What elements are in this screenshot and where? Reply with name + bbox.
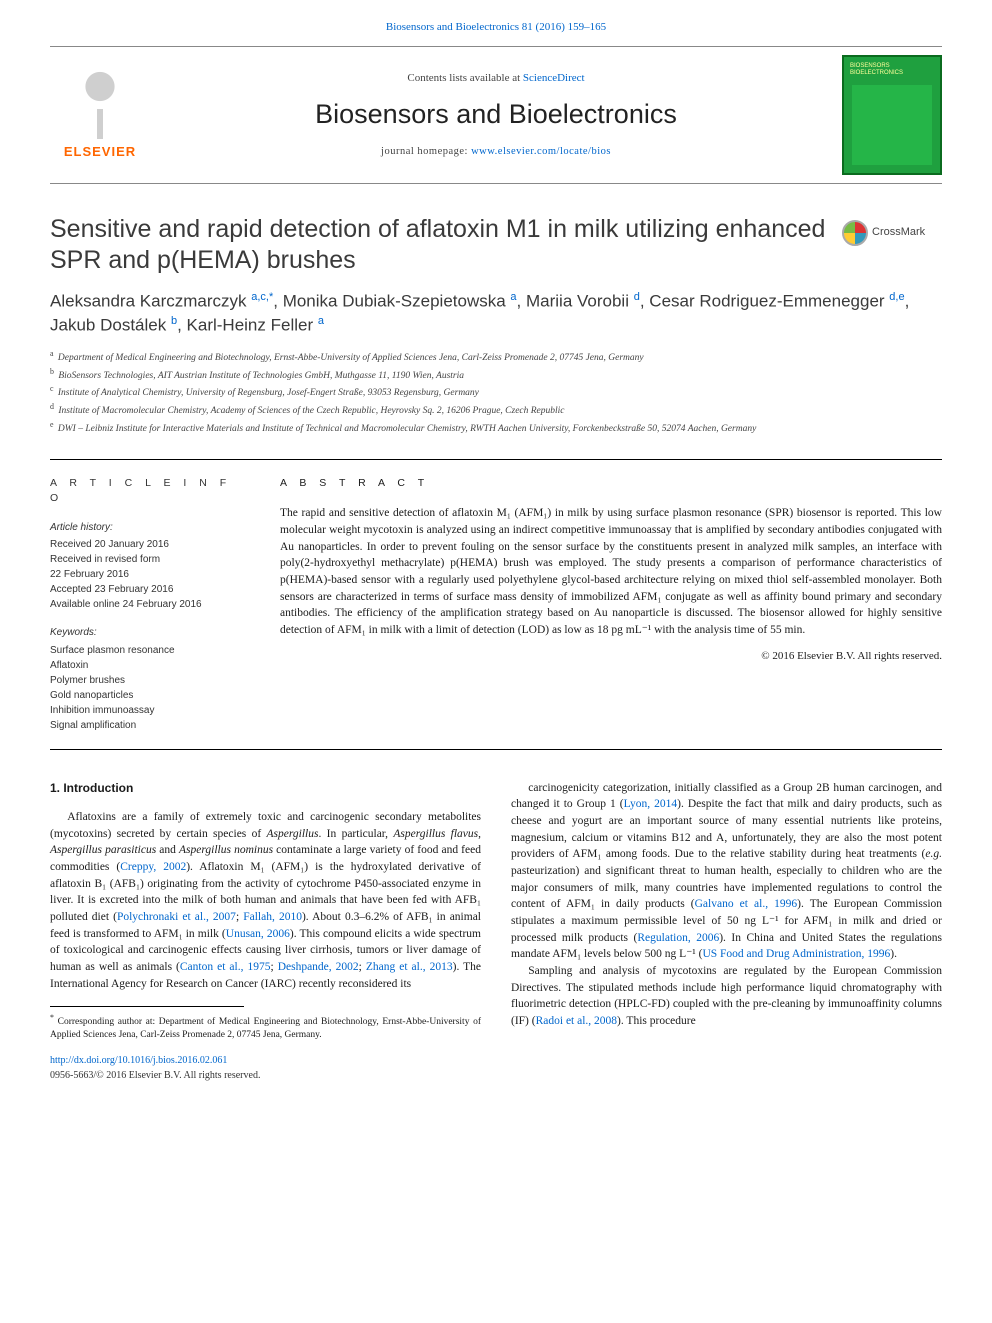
history-line: 22 February 2016 [50, 567, 244, 582]
section-heading-intro: 1. Introduction [50, 780, 481, 797]
title-block: Sensitive and rapid detection of aflatox… [50, 214, 942, 277]
footnote-rule [50, 1006, 244, 1007]
article-info-heading: A R T I C L E I N F O [50, 476, 244, 506]
history-lines: Received 20 January 2016Received in revi… [50, 537, 244, 612]
crossmark-icon [842, 220, 868, 246]
keyword: Inhibition immunoassay [50, 703, 244, 718]
author-list: Aleksandra Karczmarczyk a,c,*, Monika Du… [50, 290, 942, 337]
sciencedirect-link[interactable]: ScienceDirect [523, 72, 585, 84]
sciencedirect-line: Contents lists available at ScienceDirec… [150, 71, 842, 87]
abstract-text: The rapid and sensitive detection of afl… [280, 505, 942, 638]
keyword: Signal amplification [50, 718, 244, 733]
issn-copyright-line: 0956-5663/© 2016 Elsevier B.V. All right… [50, 1069, 481, 1084]
doi-line: http://dx.doi.org/10.1016/j.bios.2016.02… [50, 1054, 481, 1069]
body-paragraph: Sampling and analysis of mycotoxins are … [511, 963, 942, 1030]
affiliation-line: d Institute of Macromolecular Chemistry,… [50, 401, 942, 419]
keywords-label: Keywords: [50, 626, 244, 641]
journal-cover-thumbnail: BIOSENSORS BIOELECTRONICS [842, 55, 942, 175]
history-line: Available online 24 February 2016 [50, 597, 244, 612]
article-info-column: A R T I C L E I N F O Article history: R… [50, 460, 260, 748]
history-label: Article history: [50, 521, 244, 536]
top-citation-link: Biosensors and Bioelectronics 81 (2016) … [50, 20, 942, 36]
keywords-list: Surface plasmon resonanceAflatoxinPolyme… [50, 643, 244, 733]
article-meta-row: A R T I C L E I N F O Article history: R… [50, 459, 942, 749]
corresponding-author-footnote: * Corresponding author at: Department of… [50, 1013, 481, 1042]
affiliation-line: b BioSensors Technologies, AIT Austrian … [50, 366, 942, 384]
crossmark-label: CrossMark [872, 225, 925, 241]
homepage-link[interactable]: www.elsevier.com/locate/bios [471, 146, 611, 157]
affiliation-line: e DWI – Leibniz Institute for Interactiv… [50, 419, 942, 437]
cover-title: BIOSENSORS BIOELECTRONICS [850, 63, 934, 76]
history-line: Received 20 January 2016 [50, 537, 244, 552]
affiliation-line: c Institute of Analytical Chemistry, Uni… [50, 383, 942, 401]
affiliation-line: a Department of Medical Engineering and … [50, 348, 942, 366]
doi-link[interactable]: http://dx.doi.org/10.1016/j.bios.2016.02… [50, 1055, 227, 1066]
history-line: Received in revised form [50, 552, 244, 567]
masthead-center: Contents lists available at ScienceDirec… [150, 71, 842, 159]
citation-link[interactable]: Biosensors and Bioelectronics 81 (2016) … [386, 21, 606, 33]
abstract-heading: A B S T R A C T [280, 476, 942, 491]
publisher-logo: ELSEVIER [50, 69, 150, 162]
abstract-column: A B S T R A C T The rapid and sensitive … [260, 460, 942, 748]
homepage-prefix: journal homepage: [381, 146, 471, 157]
article-title: Sensitive and rapid detection of aflatox… [50, 214, 842, 277]
keyword: Aflatoxin [50, 658, 244, 673]
keyword: Polymer brushes [50, 673, 244, 688]
footnote-text: Corresponding author at: Department of M… [50, 1018, 481, 1041]
masthead: ELSEVIER Contents lists available at Sci… [50, 46, 942, 184]
publisher-name: ELSEVIER [50, 143, 150, 162]
keyword: Surface plasmon resonance [50, 643, 244, 658]
history-line: Accepted 23 February 2016 [50, 582, 244, 597]
footnote-marker: * [50, 1013, 54, 1022]
contents-prefix: Contents lists available at [407, 72, 522, 84]
body-paragraph: Aflatoxins are a family of extremely tox… [50, 809, 481, 992]
keyword: Gold nanoparticles [50, 688, 244, 703]
elsevier-tree-icon [65, 69, 135, 139]
abstract-copyright: © 2016 Elsevier B.V. All rights reserved… [280, 649, 942, 665]
body-columns: 1. Introduction Aflatoxins are a family … [50, 780, 942, 1084]
homepage-line: journal homepage: www.elsevier.com/locat… [150, 144, 842, 159]
body-paragraph: carcinogenicity categorization, initiall… [511, 780, 942, 963]
crossmark-widget[interactable]: CrossMark [842, 220, 942, 246]
journal-name: Biosensors and Bioelectronics [150, 95, 842, 134]
affiliations: a Department of Medical Engineering and … [50, 348, 942, 438]
